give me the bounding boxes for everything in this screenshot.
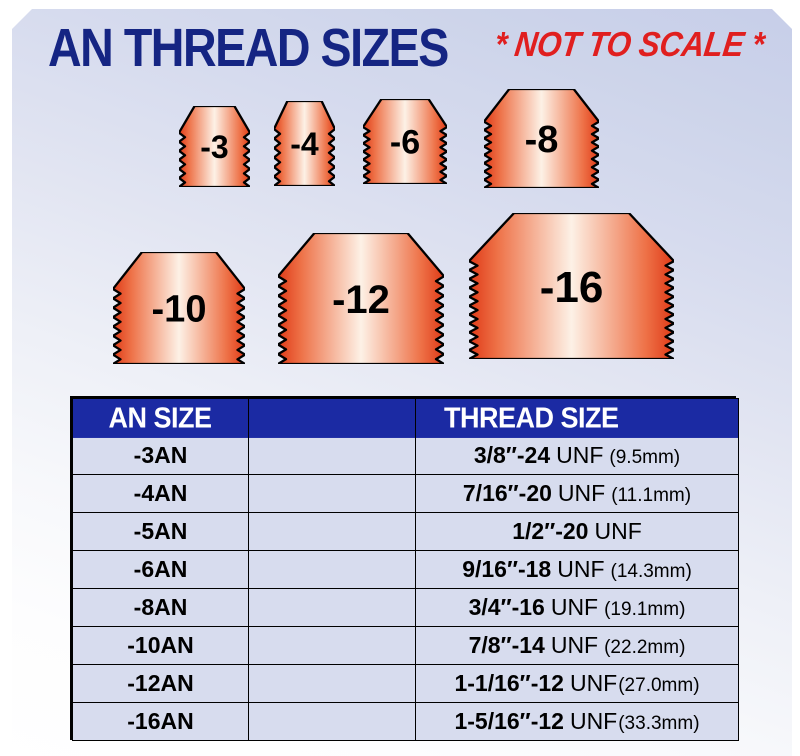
svg-text:-4: -4 (290, 126, 319, 162)
svg-text:-6: -6 (390, 124, 420, 162)
svg-text:-8: -8 (525, 119, 559, 161)
svg-text:-3: -3 (200, 129, 228, 165)
svg-text:-12: -12 (332, 278, 390, 322)
svg-text:-10: -10 (152, 289, 207, 331)
svg-text:-16: -16 (540, 263, 604, 312)
